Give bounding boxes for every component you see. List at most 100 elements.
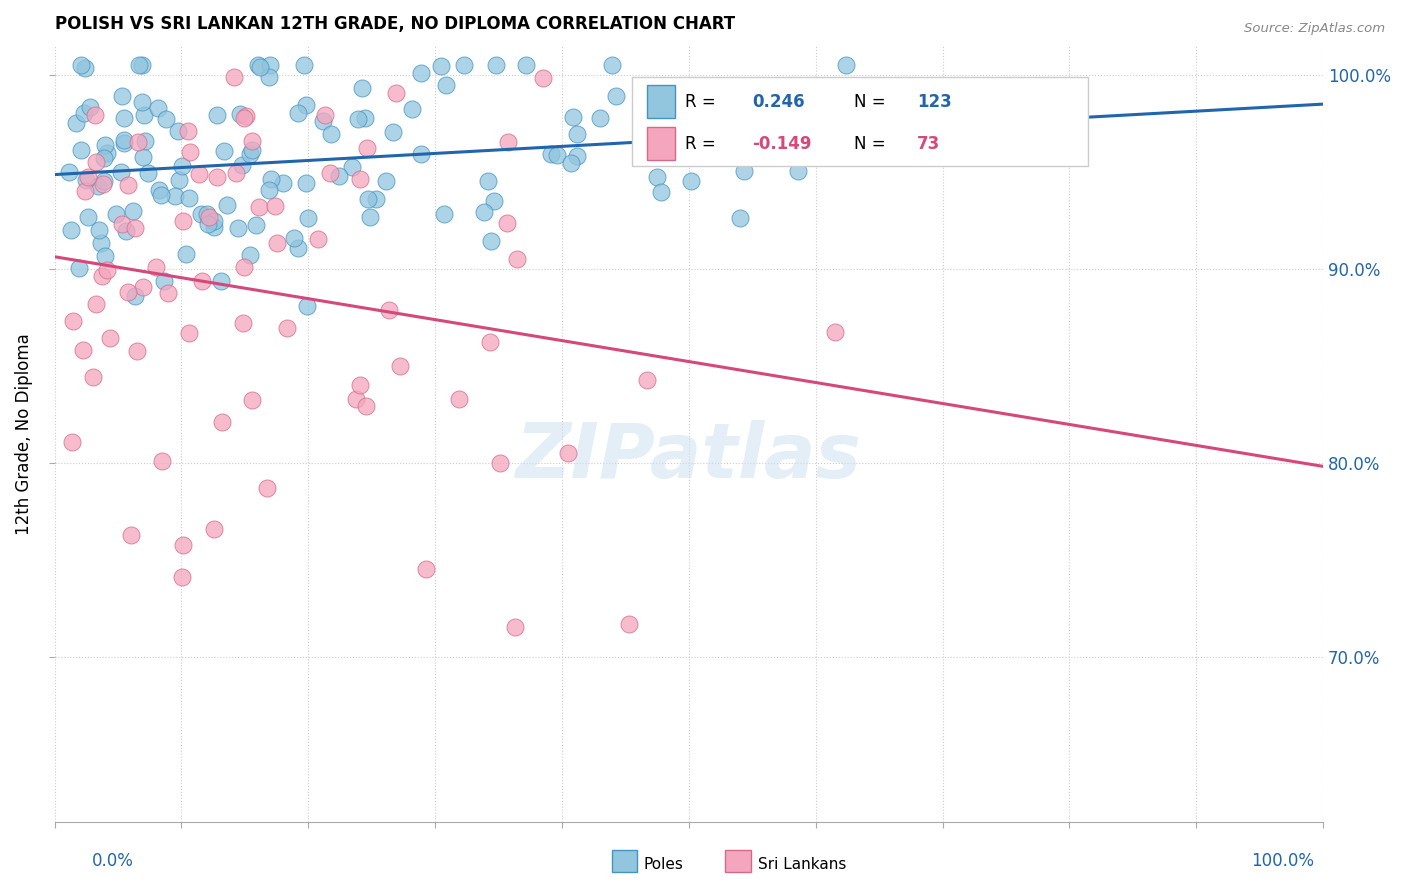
Point: [172, 159, 194, 173]
Point: [433, 207, 456, 221]
Point: [112, 112, 135, 126]
Point: [453, 58, 475, 72]
Point: [62, 314, 84, 328]
Point: [202, 214, 225, 228]
Point: [197, 217, 219, 231]
Point: [212, 144, 235, 158]
Point: [295, 299, 318, 313]
Text: R =: R =: [685, 93, 721, 111]
Point: [231, 157, 253, 171]
Point: [645, 169, 668, 184]
Text: ZIPatlas: ZIPatlas: [516, 420, 862, 494]
Point: [75, 173, 97, 187]
Point: [352, 81, 374, 95]
Point: [179, 145, 201, 159]
Point: [297, 211, 319, 225]
Point: [259, 58, 281, 72]
Point: [91, 268, 114, 283]
Point: [295, 98, 318, 112]
Point: [84, 297, 107, 311]
Point: [59, 223, 82, 237]
Point: [366, 192, 388, 206]
Point: [93, 249, 115, 263]
Point: [728, 147, 751, 161]
Point: [515, 58, 537, 72]
Point: [401, 102, 423, 116]
Point: [354, 399, 377, 413]
Point: [124, 220, 146, 235]
Bar: [647, 128, 675, 160]
Point: [121, 204, 143, 219]
Point: [67, 261, 90, 276]
Point: [149, 188, 172, 202]
Point: [86, 154, 108, 169]
Point: [209, 274, 232, 288]
Point: [245, 218, 267, 232]
Point: [134, 134, 156, 148]
Point: [257, 183, 280, 197]
Point: [170, 570, 193, 584]
Bar: [631, 77, 1088, 166]
Point: [157, 285, 180, 300]
Point: [479, 234, 502, 248]
Point: [226, 221, 249, 235]
Point: [204, 219, 226, 234]
Point: [167, 173, 190, 187]
Point: [70, 144, 93, 158]
Point: [65, 116, 87, 130]
Point: [319, 127, 342, 141]
Point: [131, 58, 153, 72]
Y-axis label: 12th Grade, No Diploma: 12th Grade, No Diploma: [15, 333, 32, 535]
Point: [211, 415, 233, 429]
Point: [191, 274, 214, 288]
Point: [93, 152, 115, 166]
Point: [546, 148, 568, 162]
Point: [153, 274, 176, 288]
Point: [733, 163, 755, 178]
Point: [104, 207, 127, 221]
Text: 0.0%: 0.0%: [91, 852, 134, 870]
Point: [506, 252, 529, 266]
Point: [83, 108, 105, 122]
Text: Sri Lankans: Sri Lankans: [758, 857, 846, 871]
Point: [346, 112, 368, 126]
Point: [239, 247, 262, 261]
Point: [256, 481, 278, 495]
Point: [96, 146, 118, 161]
Point: [292, 58, 315, 72]
Point: [202, 522, 225, 536]
Point: [82, 370, 104, 384]
Point: [205, 170, 228, 185]
Point: [166, 124, 188, 138]
Point: [354, 111, 377, 125]
Point: [93, 177, 115, 191]
Point: [232, 316, 254, 330]
Point: [266, 236, 288, 251]
Point: [233, 111, 256, 125]
Point: [411, 147, 433, 161]
Point: [605, 88, 627, 103]
Point: [484, 194, 506, 209]
Text: 0.246: 0.246: [752, 93, 804, 111]
Point: [489, 456, 512, 470]
Point: [132, 108, 155, 122]
Point: [565, 127, 588, 141]
Point: [249, 200, 271, 214]
Point: [562, 110, 585, 124]
Point: [145, 260, 167, 274]
Point: [111, 217, 134, 231]
Point: [447, 392, 470, 406]
Point: [177, 191, 200, 205]
Point: [172, 538, 194, 552]
Point: [560, 156, 582, 170]
Point: [239, 147, 262, 161]
Point: [319, 166, 342, 180]
Point: [344, 392, 367, 406]
Point: [472, 205, 495, 219]
Point: [131, 280, 153, 294]
Point: [89, 223, 111, 237]
Point: [787, 163, 810, 178]
Point: [225, 166, 247, 180]
Point: [132, 150, 155, 164]
Point: [125, 344, 148, 359]
